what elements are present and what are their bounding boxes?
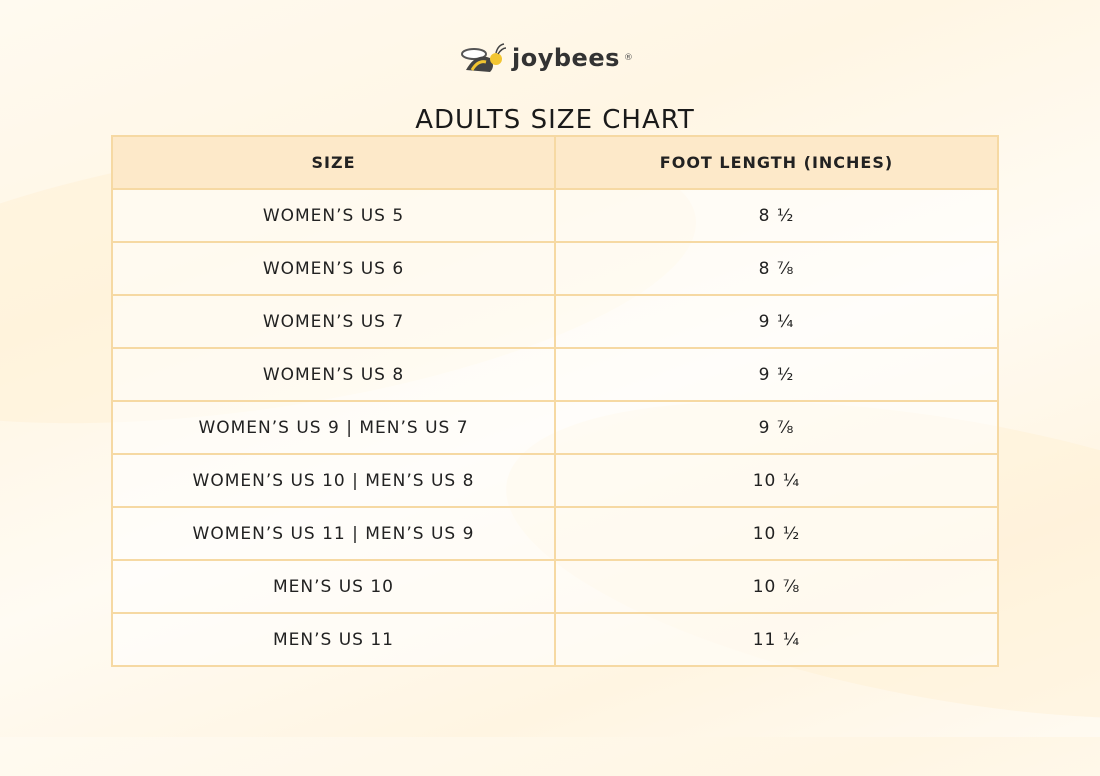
foot-length-cell: 9 ⅞ — [554, 400, 999, 455]
size-cell: WOMEN’S US 6 — [111, 241, 556, 296]
foot-length-cell: 8 ⅞ — [554, 241, 999, 296]
size-cell: WOMEN’S US 8 — [111, 347, 556, 402]
header-size: SIZE — [111, 135, 556, 190]
size-cell: WOMEN’S US 5 — [111, 188, 556, 243]
size-cell: MEN’S US 10 — [111, 559, 556, 614]
size-cell: WOMEN’S US 7 — [111, 294, 556, 349]
foot-length-cell: 9 ¼ — [554, 294, 999, 349]
size-cell: WOMEN’S US 9 | MEN’S US 7 — [111, 400, 556, 455]
foot-length-cell: 11 ¼ — [554, 612, 999, 667]
table-header-row: SIZE FOOT LENGTH (INCHES) — [111, 135, 999, 190]
table-row: WOMEN’S US 10 | MEN’S US 8 10 ¼ — [111, 453, 999, 508]
table-row: WOMEN’S US 11 | MEN’S US 9 10 ½ — [111, 506, 999, 561]
brand-logo: joybees ® — [460, 42, 633, 74]
page-title: ADULTS SIZE CHART — [415, 105, 695, 136]
foot-length-cell: 9 ½ — [554, 347, 999, 402]
size-cell: MEN’S US 11 — [111, 612, 556, 667]
foot-length-cell: 8 ½ — [554, 188, 999, 243]
table-row: MEN’S US 11 11 ¼ — [111, 612, 999, 667]
table-row: MEN’S US 10 10 ⅞ — [111, 559, 999, 614]
foot-length-cell: 10 ⅞ — [554, 559, 999, 614]
bee-icon — [461, 43, 507, 72]
size-cell: WOMEN’S US 10 | MEN’S US 8 — [111, 453, 556, 508]
header-foot-length: FOOT LENGTH (INCHES) — [554, 135, 999, 190]
foot-length-cell: 10 ½ — [554, 506, 999, 561]
registered-mark: ® — [623, 53, 633, 63]
brand-name: joybees — [512, 44, 620, 72]
foot-length-cell: 10 ¼ — [554, 453, 999, 508]
size-cell: WOMEN’S US 11 | MEN’S US 9 — [111, 506, 556, 561]
